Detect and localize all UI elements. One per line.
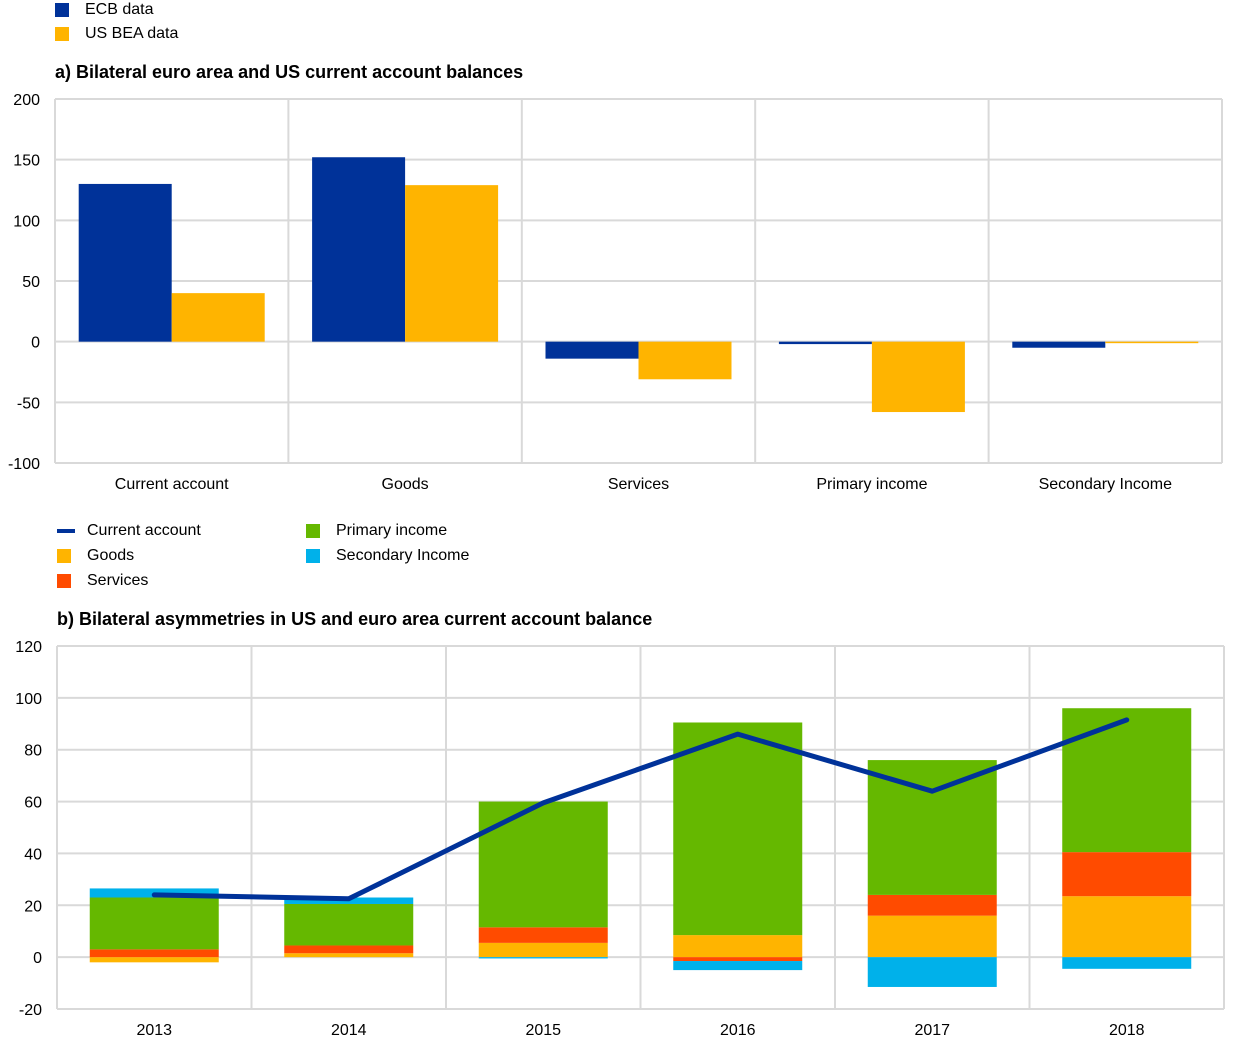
chart-b-ytick-label: 80 [24, 743, 42, 760]
legend-swatch-current-account [57, 529, 75, 533]
bar-primary-income-2016 [673, 722, 803, 936]
chart-b-title: b) Bilateral asymmetries in US and euro … [57, 609, 653, 629]
bar-services-2017 [867, 894, 997, 916]
legend-swatch-secondary-income [306, 549, 320, 563]
legend-swatch-ecb [55, 3, 69, 17]
bar-us-bea-data-secondary-income [1105, 341, 1199, 344]
chart-b-xtick-label: 2013 [136, 1022, 172, 1039]
bar-goods-2014 [284, 953, 414, 958]
chart-a-title: a) Bilateral euro area and US current ac… [55, 62, 524, 82]
legend-label: ECB data [85, 1, 154, 18]
bar-secondary-income-2017 [867, 957, 997, 987]
bar-us-bea-data-current-account [171, 293, 265, 342]
chart-b-ytick-label: 120 [15, 639, 42, 656]
chart-a-xtick-label: Goods [382, 476, 429, 493]
legend-swatch-goods [57, 549, 71, 563]
bar-services-2015 [478, 927, 608, 943]
chart-b-ytick-label: 40 [24, 846, 42, 863]
chart-a-ytick-label: -100 [8, 456, 40, 473]
bar-ecb-data-services [545, 341, 639, 359]
chart-a-ytick-label: 200 [13, 92, 40, 109]
legend-label: Goods [87, 547, 135, 564]
legend-label: Current account [87, 522, 201, 539]
chart-a: 200 150 100 50 0 -50 -100 Current account Goods S… [8, 92, 1223, 493]
bar-secondary-income-2015 [478, 957, 608, 959]
bar-goods-2015 [478, 942, 608, 958]
chart-b-ytick-label: 60 [24, 795, 42, 812]
chart-a-ytick-label: 100 [13, 213, 40, 230]
bar-goods-2016 [673, 935, 803, 958]
legend-label: Primary income [336, 522, 448, 539]
legend-swatch-services [57, 574, 71, 588]
legend-label: Services [87, 572, 149, 589]
bar-services-2014 [284, 945, 414, 954]
bar-goods-2018 [1062, 896, 1192, 958]
chart-b-xtick-label: 2017 [914, 1022, 950, 1039]
bar-us-bea-data-goods [405, 185, 499, 342]
chart-b-ytick-label: -20 [19, 1002, 42, 1019]
chart-b-ytick-label: 0 [33, 950, 42, 967]
chart-a-ytick-label: 150 [13, 153, 40, 170]
line-current-account [151, 717, 1130, 902]
legend-swatch-primary-income [306, 524, 320, 538]
bar-primary-income-2014 [284, 903, 414, 946]
chart-b-xtick-label: 2018 [1109, 1022, 1145, 1039]
bar-primary-income-2013 [89, 897, 219, 950]
bar-us-bea-data-services [638, 341, 732, 380]
bar-secondary-income-2016 [673, 961, 803, 971]
chart-a-ytick-label: -50 [17, 395, 40, 412]
bar-services-2013 [89, 949, 219, 958]
chart-a-xtick-label: Primary income [816, 476, 927, 493]
bar-primary-income-2015 [478, 801, 608, 928]
bar-ecb-data-current-account [78, 183, 172, 342]
bar-secondary-income-2018 [1062, 957, 1192, 969]
chart-b-xtick-label: 2014 [331, 1022, 367, 1039]
chart-a-ytick-label: 50 [22, 274, 40, 291]
legend-label: US BEA data [85, 25, 179, 42]
bar-ecb-data-goods [312, 157, 406, 342]
bar-goods-2013 [89, 957, 219, 963]
chart-b-ytick-label: 100 [15, 691, 42, 708]
bar-goods-2017 [867, 915, 997, 958]
bar-services-2016 [673, 957, 803, 962]
chart-b: 120 100 80 60 40 20 0 -20 2013 2014 2015 2016 2017 20… [15, 639, 1225, 1039]
bar-services-2018 [1062, 852, 1192, 897]
bar-primary-income-2017 [867, 760, 997, 895]
chart-a-xtick-label: Services [608, 476, 669, 493]
chart-a-xtick-label: Secondary Income [1039, 476, 1173, 493]
chart-a-ytick-label: 0 [31, 335, 40, 352]
bar-ecb-data-secondary-income [1012, 341, 1106, 348]
bar-us-bea-data-primary-income [871, 341, 965, 413]
bar-primary-income-2018 [1062, 708, 1192, 853]
bar-ecb-data-primary-income [778, 341, 872, 345]
chart-b-xtick-label: 2016 [720, 1022, 756, 1039]
chart-b-xtick-label: 2015 [525, 1022, 561, 1039]
chart-a-xtick-label: Current account [115, 476, 229, 493]
legend-label: Secondary Income [336, 547, 470, 564]
chart-b-ytick-label: 20 [24, 898, 42, 915]
legend-swatch-us-bea [55, 27, 69, 41]
